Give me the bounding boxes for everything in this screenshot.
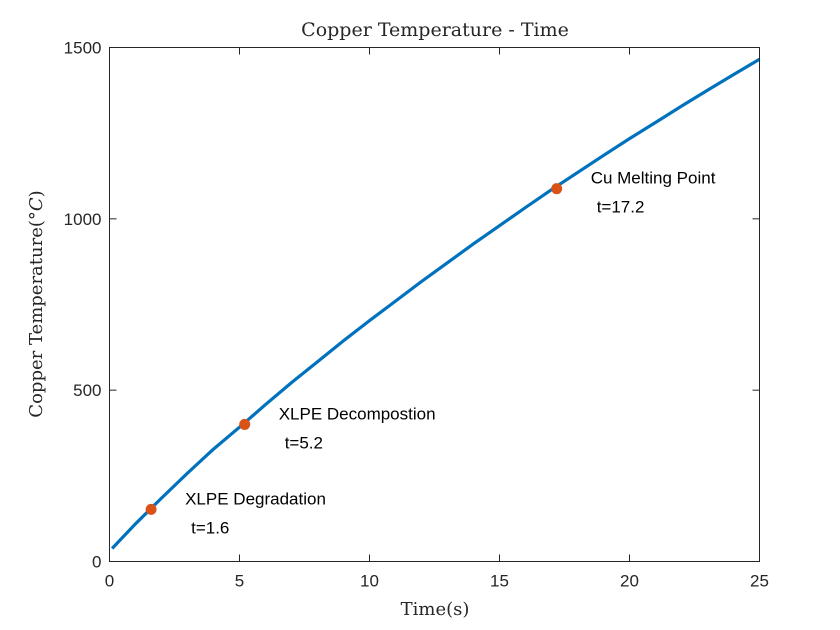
y-tick-label: 0 — [92, 553, 101, 572]
annotation-label: XLPE Decompostion — [279, 404, 436, 423]
y-tick-label: 1000 — [64, 210, 102, 229]
y-axis-label-suffix: ) — [26, 190, 47, 197]
x-tick-label: 10 — [360, 572, 379, 591]
x-tick-label: 20 — [620, 572, 639, 591]
chart-title: Copper Temperature - Time — [301, 19, 569, 41]
axis-ticks: 0 5 10 15 20 25 0 500 1000 1500 — [64, 39, 769, 591]
x-tick-label: 0 — [105, 572, 114, 591]
annotation-marker — [239, 418, 251, 430]
y-axis-label: Copper Temperature(°C) — [26, 190, 47, 417]
x-tick-label: 25 — [750, 572, 769, 591]
y-axis-label-unit: °C — [26, 197, 47, 220]
plot-area: XLPE Degradation t=1.6 XLPE Decompostion t=… — [110, 57, 761, 550]
annotation-marker — [145, 503, 157, 515]
annotation-marker — [551, 183, 563, 195]
annotation-time-label: t=17.2 — [597, 198, 645, 217]
y-axis-label-prefix: Copper Temperature( — [26, 220, 47, 418]
annotation-time-label: t=5.2 — [285, 433, 323, 452]
series-line — [110, 57, 761, 550]
x-axis-label: Time(s) — [401, 599, 470, 620]
annotation-label: Cu Melting Point — [591, 169, 716, 188]
y-tick-label: 500 — [73, 381, 101, 400]
annotation-label: XLPE Degradation — [185, 489, 326, 508]
x-tick-label: 15 — [490, 572, 509, 591]
plot-frame — [109, 47, 760, 562]
y-tick-label: 1500 — [64, 39, 102, 58]
x-tick-label: 5 — [235, 572, 244, 591]
annotation-time-label: t=1.6 — [191, 518, 229, 537]
